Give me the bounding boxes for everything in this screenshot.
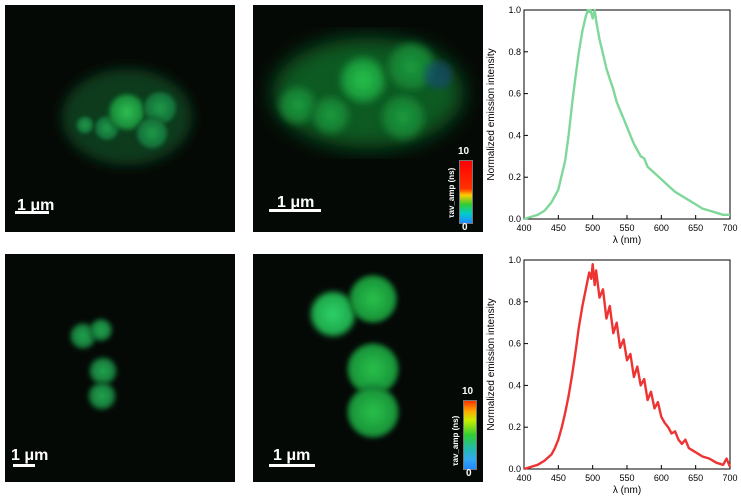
scale-bar [269, 209, 321, 212]
plot-frame [523, 9, 731, 220]
y-axis-label: Normalized emission intensity [486, 48, 497, 180]
x-tick-label: 400 [516, 473, 531, 483]
x-tick-label: 550 [619, 473, 634, 483]
colorbar [459, 160, 473, 224]
micrograph-top-left: 1 μm [5, 5, 235, 232]
scale-label: 1 μm [277, 194, 315, 211]
spectrum-line [523, 8, 730, 221]
y-tick-label: 0.0 [508, 464, 521, 474]
colorbar-max: 10 [462, 386, 474, 397]
particle-chain-image [68, 317, 119, 412]
x-tick-label: 600 [654, 473, 669, 483]
x-tick-label: 400 [516, 223, 531, 233]
y-tick-label: 1.0 [508, 255, 521, 265]
lifetime-map-image [307, 274, 400, 439]
micrograph-bottom-left: 1 μm [5, 254, 235, 482]
colorbar-min: 0 [462, 222, 468, 232]
y-tick-label: 0.8 [508, 47, 521, 57]
micrograph-bottom-middle: 1 μm 10 0 τav_amp (ns) [253, 254, 483, 482]
scale-label: 1 μm [17, 197, 55, 214]
x-tick-label: 650 [688, 473, 703, 483]
y-axis-label: Normalized emission intensity [486, 298, 497, 430]
x-tick-label: 600 [654, 223, 669, 233]
y-tick-label: 0.6 [508, 89, 521, 99]
y-tick-label: 0.0 [508, 214, 521, 224]
x-tick-label: 700 [722, 223, 737, 233]
scale-label: 1 μm [11, 447, 49, 464]
x-axis-label: λ (nm) [613, 485, 641, 496]
spectrum-line [523, 262, 732, 471]
y-tick-label: 0.4 [508, 130, 521, 140]
scale-bar [15, 211, 49, 214]
colorbar-min: 0 [466, 468, 472, 479]
y-tick-label: 0.6 [508, 339, 521, 349]
lifetime-map-image [273, 38, 463, 148]
x-tick-label: 650 [688, 223, 703, 233]
micrograph-top-middle: 1 μm 10 0 τav_amp (ns) [253, 5, 483, 232]
y-tick-label: 1.0 [508, 5, 521, 15]
particle-cluster-image [62, 69, 192, 165]
x-tick-label: 500 [585, 223, 600, 233]
x-tick-label: 700 [722, 473, 737, 483]
x-tick-label: 450 [551, 473, 566, 483]
colorbar-title: τav_amp (ns) [447, 167, 456, 218]
x-tick-label: 500 [585, 473, 600, 483]
y-tick-label: 0.4 [508, 380, 521, 390]
colorbar-max: 10 [458, 146, 470, 157]
emission-spectrum-chart-top: 400 450 500 550 600 650 700 0.0 0.2 0.4 0.6 0.8 1.0 λ… [486, 5, 738, 246]
y-tick-label: 0.8 [508, 297, 521, 307]
y-tick-label: 0.2 [508, 172, 521, 182]
x-tick-label: 450 [551, 223, 566, 233]
scale-label: 1 μm [273, 447, 311, 464]
scale-bar [269, 464, 315, 467]
scale-bar [13, 464, 35, 467]
x-tick-label: 550 [619, 223, 634, 233]
plot-frame [523, 259, 731, 470]
x-axis-label: λ (nm) [613, 235, 641, 246]
colorbar [463, 400, 477, 470]
emission-spectrum-chart-bottom: 400 450 500 550 600 650 700 0.0 0.2 0.4 0.6 0.8 1.0 λ… [486, 255, 738, 496]
colorbar-title: τav_amp (ns) [451, 415, 460, 466]
y-tick-label: 0.2 [508, 422, 521, 432]
